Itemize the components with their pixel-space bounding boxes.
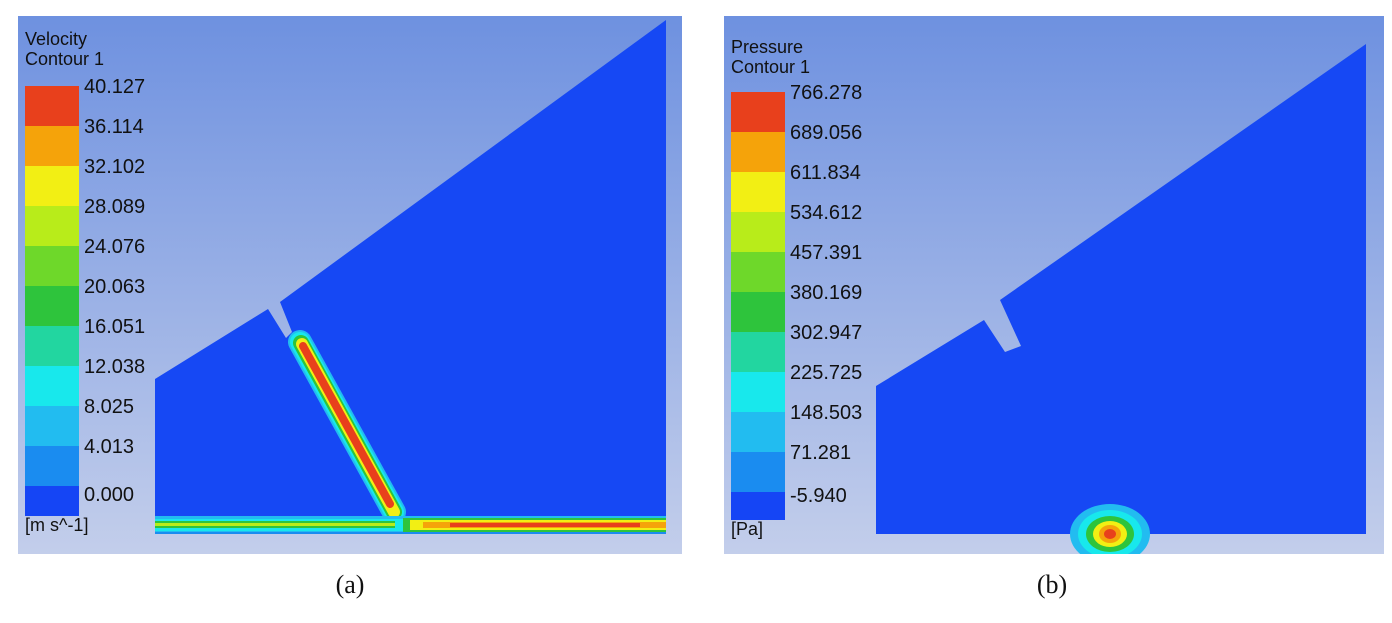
legend-tick-label: 380.169 [790, 282, 863, 304]
legend-subtitle: Contour 1 [731, 57, 811, 77]
legend-tick-label: 28.089 [84, 196, 146, 218]
legend-tick-label: 302.947 [790, 322, 863, 344]
legend-tick-label: -5.940 [790, 485, 847, 507]
legend-tick-label: 36.114 [84, 116, 144, 138]
legend-tick-label: 457.391 [790, 242, 863, 264]
pressure-hotspot-contour [1070, 504, 1150, 554]
legend-tick-label: 689.056 [790, 122, 863, 144]
legend-tick-label: 0.000 [84, 484, 135, 506]
velocity-contour-plot [18, 16, 682, 554]
legend-tick-label: 4.013 [84, 436, 135, 458]
legend-title: Velocity [25, 29, 88, 49]
legend-tick-label: 16.051 [84, 316, 146, 338]
color-legend-bar [25, 86, 79, 516]
horizontal-pipe-contour [155, 516, 666, 534]
legend-tick-label: 20.063 [84, 276, 146, 298]
inclined-jet-contour [288, 330, 406, 524]
legend-subtitle: Contour 1 [25, 49, 105, 69]
legend-unit: [Pa] [731, 519, 764, 539]
legend-title: Pressure [731, 37, 804, 57]
fluid-domain [876, 44, 1366, 534]
pressure-contour-plot [724, 16, 1384, 554]
caption-b: (b) [1036, 570, 1068, 599]
fluid-domain [155, 20, 666, 534]
color-legend-bar [731, 92, 785, 520]
caption-a: (a) [335, 570, 365, 599]
legend-tick-label: 8.025 [84, 396, 135, 418]
legend-tick-label: 12.038 [84, 356, 146, 378]
legend-tick-label: 71.281 [790, 442, 852, 464]
legend-tick-label: 766.278 [790, 82, 863, 104]
legend-tick-label: 32.102 [84, 156, 146, 178]
legend-tick-label: 534.612 [790, 202, 863, 224]
pressure-contour-panel: Pressure Contour 1 766.278 689.056 611.8… [724, 16, 1384, 554]
legend-unit: [m s^-1] [25, 515, 89, 535]
legend-tick-label: 611.834 [790, 162, 861, 184]
legend-tick-label: 148.503 [790, 402, 863, 424]
velocity-contour-panel: Velocity Contour 1 40.127 36.114 32.102 … [18, 16, 682, 554]
legend-tick-label: 40.127 [84, 76, 146, 98]
legend-tick-label: 24.076 [84, 236, 146, 258]
legend-tick-label: 225.725 [790, 362, 863, 384]
